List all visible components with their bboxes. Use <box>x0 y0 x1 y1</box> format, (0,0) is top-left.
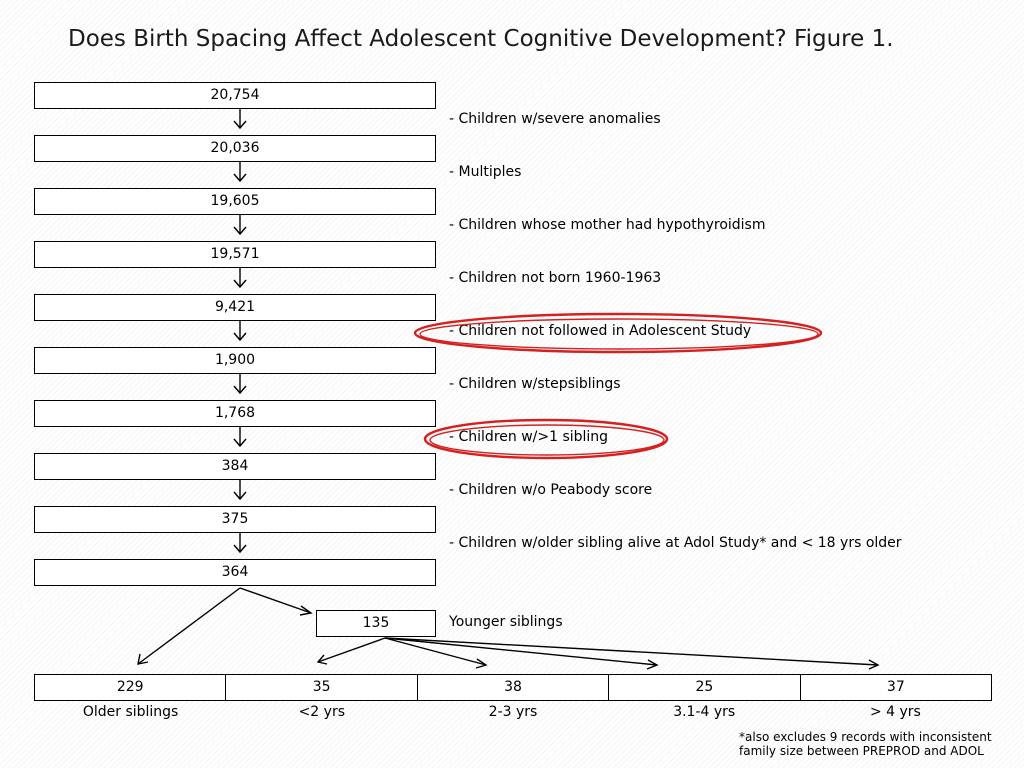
exclusion-label-highlighted: - Children w/>1 sibling <box>449 429 609 445</box>
down-arrow-icon <box>233 533 247 554</box>
page-title: Does Birth Spacing Affect Adolescent Cog… <box>68 26 894 52</box>
group-count-cell: 25 <box>609 675 801 700</box>
group-count-cell: 37 <box>886 679 905 695</box>
younger-siblings-label: Younger siblings <box>449 614 563 630</box>
group-count-cell: 38 <box>418 675 610 700</box>
down-arrow-icon <box>233 109 247 130</box>
flow-count-box: 20,036 <box>34 135 436 162</box>
group-label: Older siblings <box>82 704 179 720</box>
exclusion-label-highlighted: - Children not followed in Adolescent St… <box>449 323 752 339</box>
exclusion-label: - Children w/older sibling alive at Adol… <box>449 535 902 551</box>
exclusion-label: - Children w/severe anomalies <box>449 111 661 127</box>
flow-count-box: 364 <box>34 559 436 586</box>
split-arrow-icon <box>137 587 313 665</box>
footnote: *also excludes 9 records with inconsiste… <box>739 730 1009 758</box>
flow-count-box: 20,754 <box>34 82 436 109</box>
fan-arrow-icon <box>316 637 880 670</box>
down-arrow-icon <box>233 162 247 183</box>
down-arrow-icon <box>233 374 247 395</box>
group-label: > 4 yrs <box>869 704 921 720</box>
exclusion-label: - Children w/o Peabody score <box>449 482 653 498</box>
flow-count-box: 1,768 <box>34 400 436 427</box>
exclusion-label: - Multiples <box>449 164 522 180</box>
exclusion-label: - Children w/stepsiblings <box>449 376 621 392</box>
exclusion-label: - Children whose mother had hypothyroidi… <box>449 217 766 233</box>
group-label: 3.1-4 yrs <box>673 704 736 720</box>
down-arrow-icon <box>233 321 247 342</box>
exclusion-label: - Children not born 1960-1963 <box>449 270 662 286</box>
group-label: <2 yrs <box>298 704 346 720</box>
group-count-cell: 229 <box>35 675 227 700</box>
flow-count-box: 375 <box>34 506 436 533</box>
group-count-cell: 35 <box>226 675 418 700</box>
footnote-line: *also excludes 9 records with inconsiste… <box>739 730 992 744</box>
down-arrow-icon <box>233 215 247 236</box>
footnote-line: family size between PREPROD and ADOL <box>739 744 984 758</box>
group-label: 2-3 yrs <box>488 704 538 720</box>
down-arrow-icon <box>233 480 247 501</box>
flow-count-box: 384 <box>34 453 436 480</box>
flow-count-box: 19,571 <box>34 241 436 268</box>
flow-count-box: 1,900 <box>34 347 436 374</box>
group-label-row: Older siblings <2 yrs 2-3 yrs 3.1-4 yrs … <box>35 704 991 720</box>
group-count-table: 229 35 38 25 37 <box>34 674 992 701</box>
flow-count-box: 19,605 <box>34 188 436 215</box>
down-arrow-icon <box>233 268 247 289</box>
flow-count-box: 9,421 <box>34 294 436 321</box>
younger-siblings-count-box: 135 <box>316 610 436 637</box>
down-arrow-icon <box>233 427 247 448</box>
